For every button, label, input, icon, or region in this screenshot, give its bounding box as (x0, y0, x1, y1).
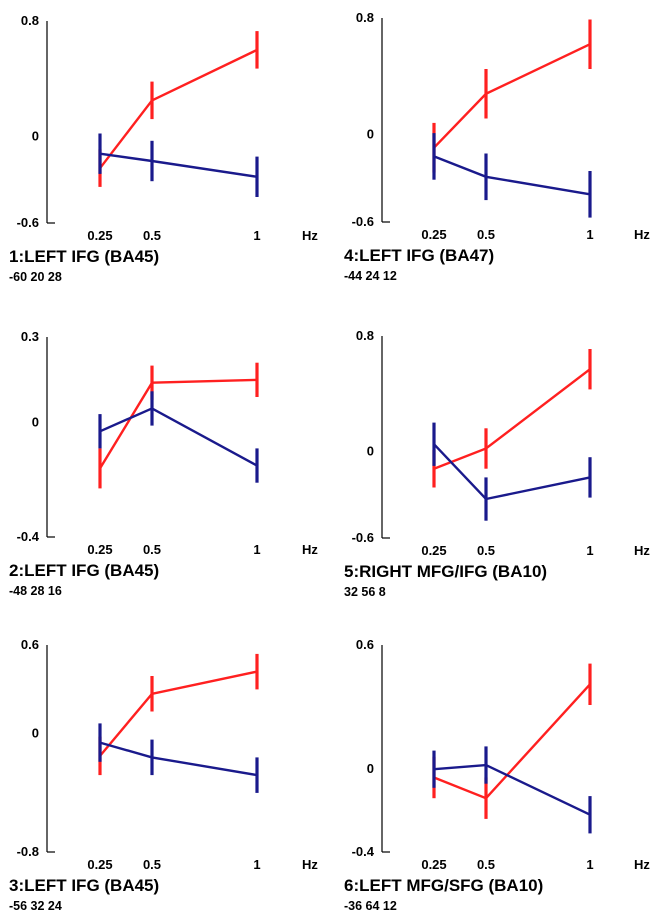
panel-3-title: 2:LEFT IFG (BA45) (9, 561, 159, 580)
panel-4-y-tick-label: 0 (367, 443, 374, 458)
panel-1-x-tick-label: 0.25 (87, 228, 112, 243)
panel-1-x-tick-label: 0.5 (143, 228, 161, 243)
panel-6-y-tick-label: -0.4 (352, 844, 375, 859)
panel-5-y-tick-label: 0 (32, 726, 39, 741)
panel-3-y-tick-label: 0 (32, 415, 39, 430)
panel-2-x-unit-label: Hz (634, 227, 650, 242)
panel-3-x-tick-label: 0.25 (87, 542, 112, 557)
panel-1-coordinates: -60 20 28 (9, 270, 62, 284)
panel-4-title: 5:RIGHT MFG/IFG (BA10) (344, 562, 547, 581)
panel-5-y-tick-label: 0.6 (21, 637, 39, 652)
panel-5-y-tick-label: -0.8 (17, 844, 39, 859)
panel-4-x-tick-label: 0.5 (477, 543, 495, 558)
panel-4-x-unit-label: Hz (634, 543, 650, 558)
panel-3-y-tick-label: -0.4 (17, 529, 40, 544)
panel-6-x-unit-label: Hz (634, 857, 650, 872)
panel-6-red-series-line (433, 683, 591, 800)
panel-4-x-tick-label: 0.25 (421, 543, 446, 558)
panel-4-coordinates: 32 56 8 (344, 585, 386, 599)
panel-2-y-tick-label: 0.8 (356, 10, 374, 25)
panel-3-coordinates: -48 28 16 (9, 584, 62, 598)
panel-1-red-series-line (99, 48, 258, 169)
panel-5-x-tick-label: 1 (253, 857, 260, 872)
panel-2-red-series-line (433, 43, 591, 149)
panel-2-blue-series-line (433, 155, 591, 196)
panel-3-x-unit-label: Hz (302, 542, 318, 557)
panel-6-blue-series-line (433, 763, 591, 816)
panel-5-coordinates: -56 32 24 (9, 899, 62, 913)
panel-2-coordinates: -44 24 12 (344, 269, 397, 283)
panel-4-y-tick-label: 0.8 (356, 328, 374, 343)
panel-1-title: 1:LEFT IFG (BA45) (9, 247, 159, 266)
panel-5-x-tick-label: 0.25 (87, 857, 112, 872)
panel-5-red-series-line (99, 670, 258, 757)
panel-2-x-tick-label: 1 (586, 227, 593, 242)
panel-4-y-tick-label: -0.6 (352, 530, 374, 545)
panel-2-x-tick-label: 0.5 (477, 227, 495, 242)
panel-4-x-tick-label: 1 (586, 543, 593, 558)
panel-6-x-tick-label: 1 (586, 857, 593, 872)
panel-6-y-tick-label: 0.6 (356, 637, 374, 652)
panel-6-title: 6:LEFT MFG/SFG (BA10) (344, 876, 543, 895)
panel-2-title: 4:LEFT IFG (BA47) (344, 246, 494, 265)
panel-1-y-tick-label: 0.8 (21, 13, 39, 28)
panel-4-red-series-line (433, 368, 591, 470)
panel-3-blue-series-line (99, 407, 258, 467)
panel-1-y-tick-label: 0 (32, 128, 39, 143)
panel-5-x-tick-label: 0.5 (143, 857, 161, 872)
panel-2-y-tick-label: -0.6 (352, 214, 374, 229)
panel-5-x-unit-label: Hz (302, 857, 318, 872)
panel-6-y-tick-label: 0 (367, 761, 374, 776)
panel-1-x-unit-label: Hz (302, 228, 318, 243)
panel-6-coordinates: -36 64 12 (344, 899, 397, 913)
panel-1-blue-series-line (99, 152, 258, 178)
panel-1-y-tick-label: -0.6 (17, 215, 39, 230)
panel-2-y-tick-label: 0 (367, 127, 374, 142)
panel-4-blue-series-line (433, 443, 591, 501)
panel-5-blue-series-line (99, 741, 258, 777)
panel-3-y-tick-label: 0.3 (21, 329, 39, 344)
panel-6-x-tick-label: 0.25 (421, 857, 446, 872)
panel-3-x-tick-label: 1 (253, 542, 260, 557)
panel-1-x-tick-label: 1 (253, 228, 260, 243)
panel-6-x-tick-label: 0.5 (477, 857, 495, 872)
panel-5-title: 3:LEFT IFG (BA45) (9, 876, 159, 895)
panel-2-x-tick-label: 0.25 (421, 227, 446, 242)
panel-3-x-tick-label: 0.5 (143, 542, 161, 557)
